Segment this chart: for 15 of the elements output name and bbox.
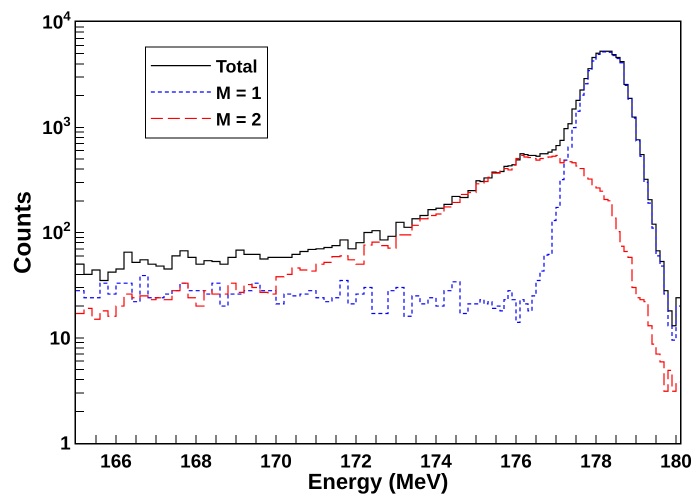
x-tick-label: 168	[180, 451, 212, 472]
y-tick-label: 10	[50, 328, 71, 350]
y-axis-title: Counts	[10, 191, 37, 274]
y-tick-label: 10$^{4}$	[42, 8, 72, 34]
x-tick-label: 176	[500, 451, 532, 472]
legend-label: M = 2	[216, 109, 262, 130]
x-tick-label: 178	[580, 451, 612, 472]
y-tick-label: 10$^{2}$	[42, 219, 71, 244]
legend-label: M = 1	[216, 83, 262, 104]
x-tick-label: 170	[260, 451, 292, 472]
y-tick-label: 10$^{3}$	[42, 114, 71, 139]
x-tick-label: 180	[660, 451, 692, 472]
x-tick-label: 166	[100, 451, 132, 472]
legend-label: Total	[216, 56, 258, 77]
y-tick-label: 1	[60, 434, 72, 455]
